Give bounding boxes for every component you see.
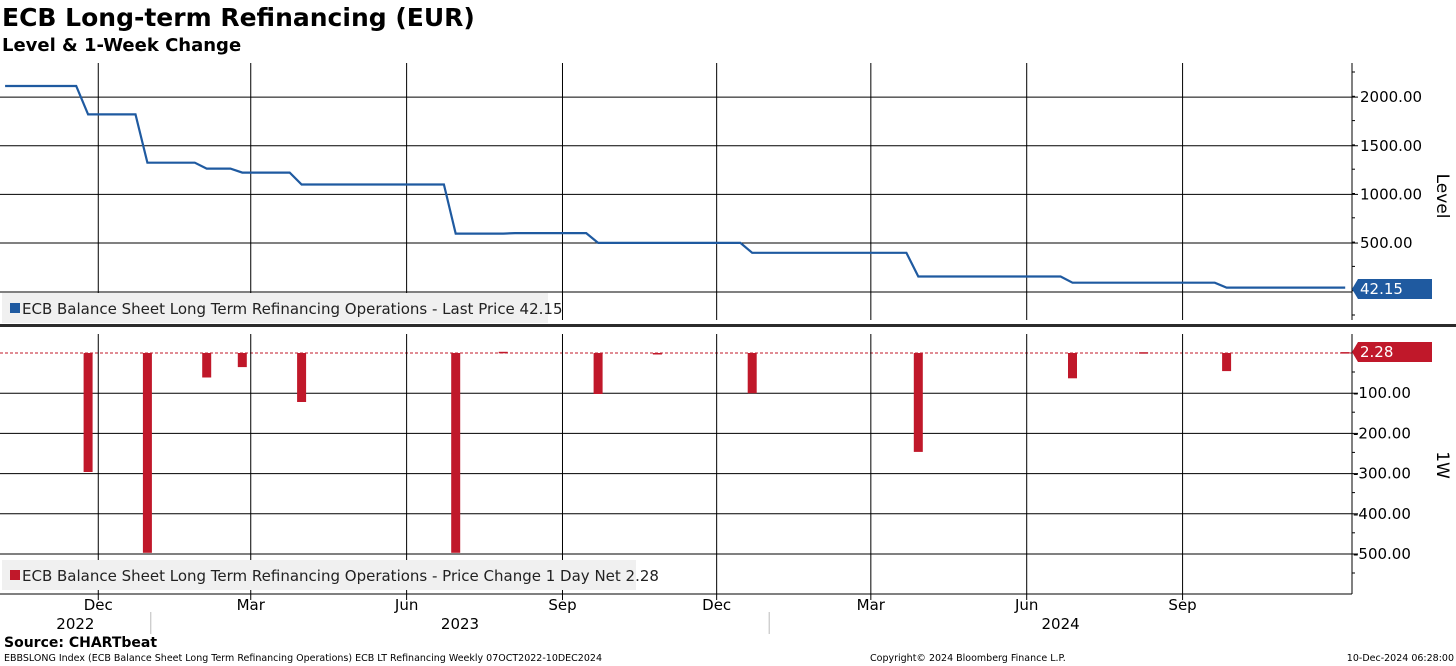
change-bar <box>142 353 152 553</box>
x-month-label: Jun <box>394 596 418 614</box>
chart-title: ECB Long-term Refinancing (EUR) <box>2 3 475 32</box>
footer-description: EBBSLONG Index (ECB Balance Sheet Long T… <box>4 653 602 664</box>
change-bar <box>593 353 603 394</box>
level-last-value-tag: 42.15 <box>1352 279 1432 299</box>
x-month-label: Dec <box>84 596 113 614</box>
vertical-gridlines <box>97 63 1184 594</box>
level-tick-label: 2000.00 <box>1360 88 1422 106</box>
level-tick-label: 1500.00 <box>1360 137 1422 155</box>
level-tick-label: 500.00 <box>1360 234 1413 252</box>
axes: 500.00 1000.00 1500.00 2000.00 -500.00 -400.0… <box>0 63 1456 600</box>
change-bar <box>498 351 508 354</box>
tag-shape <box>1352 342 1432 362</box>
pane-separator <box>0 324 1456 327</box>
change-bar <box>1222 353 1232 372</box>
change-bar <box>202 353 212 378</box>
change-bar <box>747 353 757 394</box>
change-bar <box>451 353 461 553</box>
change-axis-title: 1W <box>1432 451 1452 479</box>
last-value-tags: 42.15 2.28 <box>1352 279 1432 362</box>
x-month-label: Mar <box>237 596 266 614</box>
legend-background <box>2 560 636 590</box>
change-bar <box>83 353 93 472</box>
level-grid <box>0 96 1352 293</box>
x-axis-labels: Dec Mar Jun Sep Dec Mar Jun Sep 2022 2023 2024 <box>56 596 1197 634</box>
change-legend-label: ECB Balance Sheet Long Term Refinancing … <box>22 567 659 585</box>
change-bar <box>297 353 307 402</box>
level-tick-label: 1000.00 <box>1360 185 1422 203</box>
chart-subtitle: Level & 1-Week Change <box>2 35 242 56</box>
change-bar <box>237 353 247 368</box>
footer-copyright: Copyright© 2024 Bloomberg Finance L.P. <box>870 653 1066 664</box>
legend-swatch <box>10 303 20 313</box>
x-month-label: Sep <box>548 596 576 614</box>
change-bar <box>913 353 923 452</box>
x-year-label: 2024 <box>1042 615 1080 633</box>
x-year-label: 2022 <box>56 615 94 633</box>
change-tick-label: -100.00 <box>1353 384 1411 402</box>
change-bars <box>83 351 1350 553</box>
change-bar <box>1139 352 1149 354</box>
legend-swatch <box>10 570 20 580</box>
change-tick-label: -200.00 <box>1353 424 1411 442</box>
level-line <box>5 84 1346 289</box>
change-tick-label: -300.00 <box>1353 465 1411 483</box>
level-legend: ECB Balance Sheet Long Term Refinancing … <box>2 293 563 323</box>
x-month-label: Jun <box>1014 596 1038 614</box>
x-year-label: 2023 <box>441 615 479 633</box>
change-bar <box>1068 353 1077 379</box>
level-series <box>5 84 1346 289</box>
change-last-value-tag: 2.28 <box>1352 342 1432 362</box>
level-axis-title: Level <box>1432 174 1452 219</box>
footer-date: 10-Dec-2024 06:28:00 <box>1346 653 1454 664</box>
change-tick-label: -400.00 <box>1353 505 1411 523</box>
change-tick-label: -500.00 <box>1353 545 1411 563</box>
change-bar <box>652 353 662 355</box>
tag-shape <box>1352 279 1432 299</box>
change-bar <box>1340 352 1350 354</box>
x-month-label: Sep <box>1168 596 1196 614</box>
level-legend-label: ECB Balance Sheet Long Term Refinancing … <box>22 300 563 318</box>
x-month-label: Mar <box>857 596 886 614</box>
x-month-label: Dec <box>702 596 731 614</box>
source-note: Source: CHARTbeat <box>4 635 158 651</box>
legends: ECB Balance Sheet Long Term Refinancing … <box>2 293 659 590</box>
level-last-value-tag-label: 42.15 <box>1360 280 1403 298</box>
change-last-value-tag-label: 2.28 <box>1360 343 1393 361</box>
change-legend: ECB Balance Sheet Long Term Refinancing … <box>2 560 659 590</box>
change-grid <box>0 352 1352 555</box>
legend-background <box>2 293 548 323</box>
